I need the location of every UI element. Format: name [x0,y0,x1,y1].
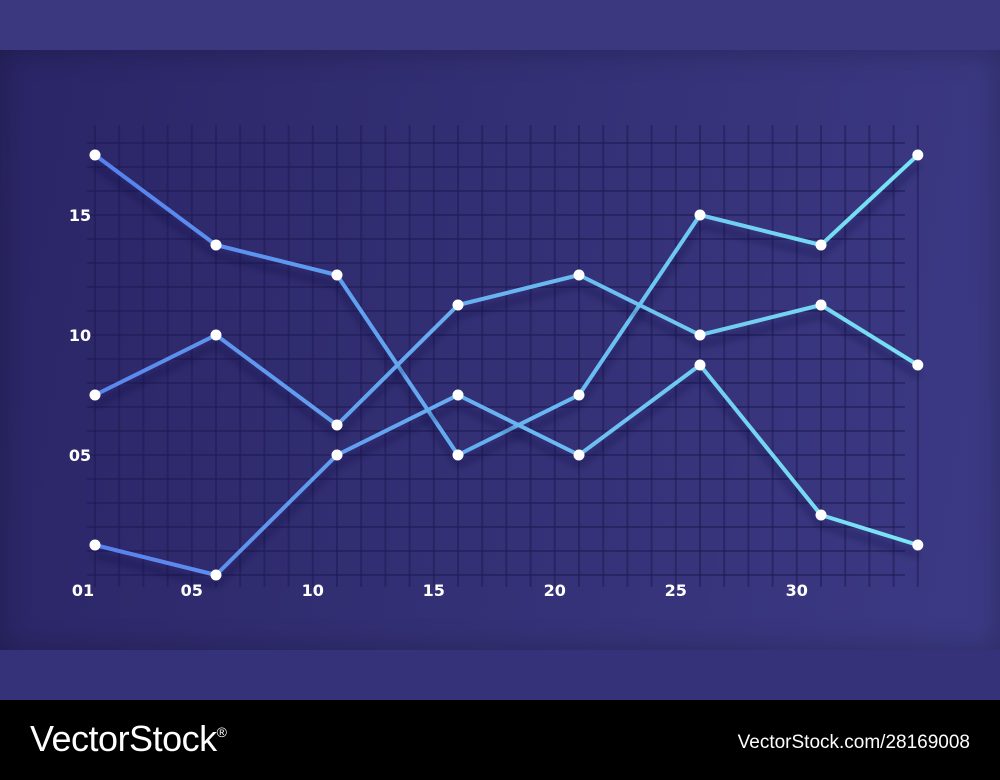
data-point [331,449,343,461]
y-tick-label: 05 [69,446,91,465]
data-point [694,209,706,221]
data-point [452,299,464,311]
data-point [89,539,101,551]
data-point [89,389,101,401]
data-point [912,359,924,371]
x-tick-label: 20 [544,581,566,600]
data-point [452,389,464,401]
y-tick-label: 15 [69,206,91,225]
watermark-bar: VectorStock® VectorStock.com/28169008 [0,700,1000,780]
data-point [815,299,827,311]
x-tick-label: 05 [181,581,203,600]
series-layer [93,153,920,577]
data-point [210,329,222,341]
data-point [694,359,706,371]
series-line-2 [93,273,920,427]
data-point [210,569,222,581]
x-tick-label: 10 [302,581,324,600]
tick-labels: 01 05 10 15 20 25 30 05 10 15 [69,206,808,600]
data-point [331,419,343,431]
x-tick-label: 15 [423,581,445,600]
chart-background: 01 05 10 15 20 25 30 05 10 15 [0,0,1000,700]
watermark-credit: VectorStock.com/28169008 [737,732,970,753]
watermark-brand: VectorStock® [30,718,227,760]
data-point [815,239,827,251]
brand-text: VectorStock [30,718,217,759]
data-point [331,269,343,281]
data-point [210,239,222,251]
grid-lines [87,125,919,587]
x-tick-label: 25 [665,581,687,600]
data-point [912,539,924,551]
data-point [573,269,585,281]
data-point [694,329,706,341]
series-line-3 [93,363,920,577]
data-point [573,389,585,401]
y-tick-label: 10 [69,326,91,345]
x-tick-label: 01 [72,581,94,600]
data-point [89,149,101,161]
data-point [912,149,924,161]
data-point [815,509,827,521]
data-point [573,449,585,461]
points-layer [89,149,924,581]
x-tick-label: 30 [786,581,808,600]
data-point [452,449,464,461]
line-chart: 01 05 10 15 20 25 30 05 10 15 [65,125,924,607]
registered-mark: ® [216,724,227,740]
